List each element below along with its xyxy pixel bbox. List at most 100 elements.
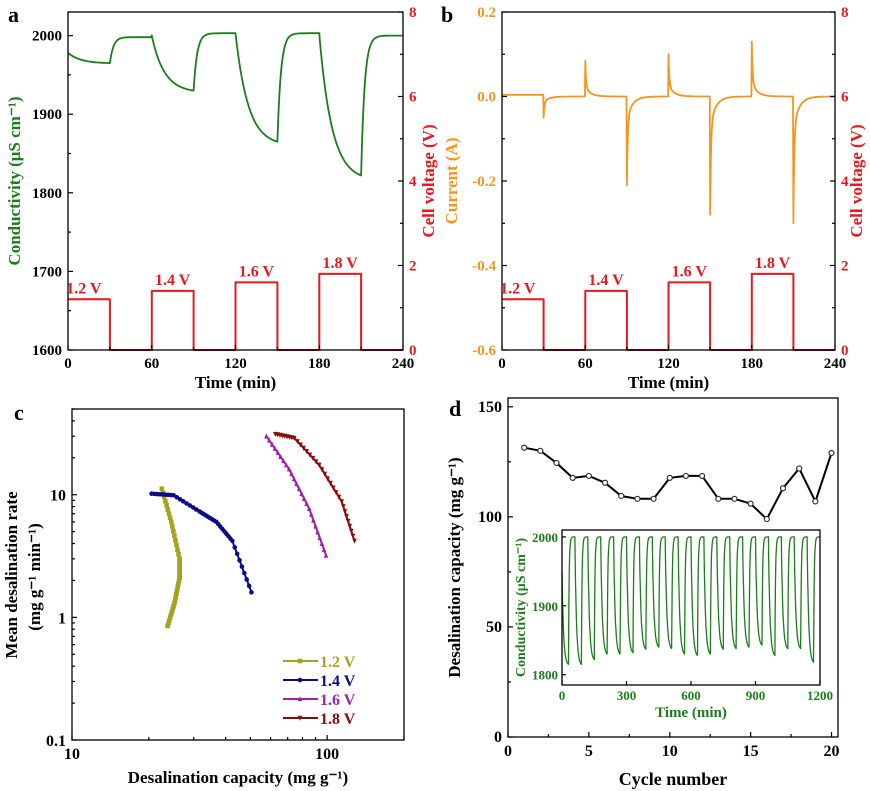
data-point (174, 542, 179, 548)
data-point (275, 449, 281, 455)
x-tick-label: 120 (224, 356, 247, 372)
data-point (266, 437, 272, 443)
data-point (174, 591, 179, 597)
y-tick-label: -0.6 (472, 343, 496, 359)
capacity-line (524, 446, 833, 521)
y-tick-label: 0.2 (477, 5, 496, 21)
data-point (304, 500, 309, 506)
x-axis-title: Cycle number (619, 769, 727, 789)
data-point (281, 458, 286, 464)
data-point (336, 494, 342, 500)
inset-y-axis-title: Conductivity (μS cm⁻¹) (514, 538, 529, 678)
data-point (345, 518, 351, 525)
data-point (313, 459, 319, 465)
voltage-label: 1.8 V (755, 255, 791, 272)
y-tick-label: 6 (409, 90, 417, 106)
data-point (177, 556, 182, 562)
voltage-label: 1.4 V (588, 272, 624, 289)
data-point (828, 449, 835, 457)
inset-x-tick-label: 1200 (807, 688, 833, 703)
x-tick-label: 180 (308, 356, 331, 372)
data-point (168, 612, 174, 618)
data-point (333, 490, 339, 496)
data-point (166, 511, 172, 516)
data-point (316, 462, 322, 468)
data-point (269, 441, 275, 447)
data-point (553, 459, 560, 467)
data-point (291, 435, 297, 441)
x-tick-label: 60 (578, 356, 593, 372)
data-point (176, 551, 181, 557)
y-tick-label: 0 (841, 343, 849, 359)
y-tick-label: 1 (58, 610, 66, 627)
data-point (177, 561, 182, 566)
voltage-label: 1.2 V (66, 280, 102, 297)
data-point (352, 538, 357, 544)
data-point (294, 481, 299, 487)
plot-frame (507, 397, 839, 738)
y-axis-title: Conductivity (μS cm⁻¹) (5, 96, 24, 265)
data-point (170, 524, 175, 529)
y-tick-label: -0.2 (472, 174, 496, 190)
x-tick-label: 180 (741, 356, 764, 372)
inset-y-tick-label: 1800 (532, 668, 558, 683)
data-point (286, 466, 292, 472)
legend-label: 1.4 V (320, 673, 356, 690)
data-point (237, 557, 242, 563)
panel-letter: d (449, 396, 461, 421)
data-point (301, 445, 306, 451)
data-point (315, 529, 320, 535)
y-tick-label: 1700 (32, 264, 62, 280)
data-point (330, 485, 336, 491)
data-point (272, 445, 278, 451)
y-tick-label: 50 (486, 619, 502, 636)
data-point (167, 515, 173, 521)
data-point (569, 474, 576, 482)
data-point (618, 492, 625, 500)
x-tick-label: 0 (504, 743, 512, 760)
voltage-label: 1.2 V (500, 280, 536, 297)
x-tick-label: 60 (144, 356, 159, 372)
data-point (289, 471, 294, 477)
y-tick-label: 1600 (32, 343, 62, 359)
data-point (295, 439, 300, 445)
x-axis-title: Time (min) (195, 373, 276, 392)
data-point (244, 577, 249, 582)
y-axis-title: Current (A) (442, 137, 461, 224)
data-point (172, 597, 178, 603)
data-point (763, 515, 770, 523)
data-point (232, 545, 238, 550)
y-tick-label: 0.1 (46, 733, 66, 750)
inset-x-axis-title: Time (min) (655, 705, 727, 721)
data-point (299, 490, 304, 497)
panel-letter: a (8, 2, 19, 27)
data-point (301, 495, 307, 502)
data-point (634, 495, 641, 502)
data-point (177, 573, 182, 578)
data-point (177, 558, 182, 564)
data-point (319, 540, 325, 547)
data-point (342, 509, 348, 515)
inset-x-tick-label: 300 (617, 688, 637, 703)
data-point (163, 498, 168, 504)
data-point (812, 498, 819, 505)
series-line-1-2V (160, 488, 181, 627)
y-tick-label: 1900 (32, 107, 62, 123)
voltage-label: 1.6 V (672, 263, 708, 280)
data-point (165, 507, 171, 512)
x-tick-label: 10 (662, 743, 678, 760)
data-point (601, 479, 609, 486)
data-point (177, 566, 182, 571)
y-tick-label: 1800 (32, 186, 62, 202)
y-tick-label: 2 (409, 259, 417, 275)
x-tick-label: 0 (498, 356, 506, 372)
inset-x-tick-label: 900 (746, 688, 766, 703)
data-point (747, 500, 754, 507)
inset-x-tick-label: 600 (681, 688, 701, 703)
data-point (350, 533, 356, 539)
legend-label: 1.8 V (320, 711, 356, 728)
data-point (177, 563, 182, 569)
y-tick-label: 2000 (32, 29, 62, 45)
voltage-line (68, 272, 403, 351)
